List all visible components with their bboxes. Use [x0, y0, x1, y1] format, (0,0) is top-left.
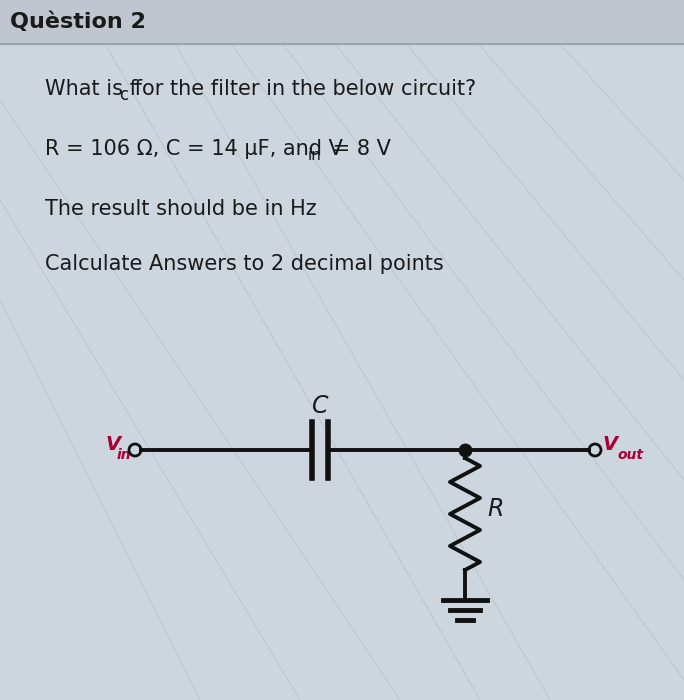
Text: c: c [119, 86, 128, 104]
Text: in: in [308, 148, 322, 163]
Text: in: in [116, 448, 131, 462]
Text: for the filter in the below circuit?: for the filter in the below circuit? [128, 79, 476, 99]
Text: V: V [106, 435, 121, 454]
Bar [0, 0, 684, 44]
Text: What is f: What is f [45, 79, 137, 99]
Text: C: C [312, 394, 328, 418]
Text: The result should be in Hz: The result should be in Hz [45, 199, 317, 219]
Text: out: out [617, 448, 643, 462]
Text: Quèstion 2: Quèstion 2 [10, 12, 146, 32]
Text: R = 106 Ω, C = 14 μF, and V: R = 106 Ω, C = 14 μF, and V [45, 139, 343, 159]
Text: R: R [487, 497, 503, 521]
Text: = 8 V: = 8 V [326, 139, 391, 159]
Text: V: V [603, 435, 618, 454]
Text: Calculate Answers to 2 decimal points: Calculate Answers to 2 decimal points [45, 254, 444, 274]
